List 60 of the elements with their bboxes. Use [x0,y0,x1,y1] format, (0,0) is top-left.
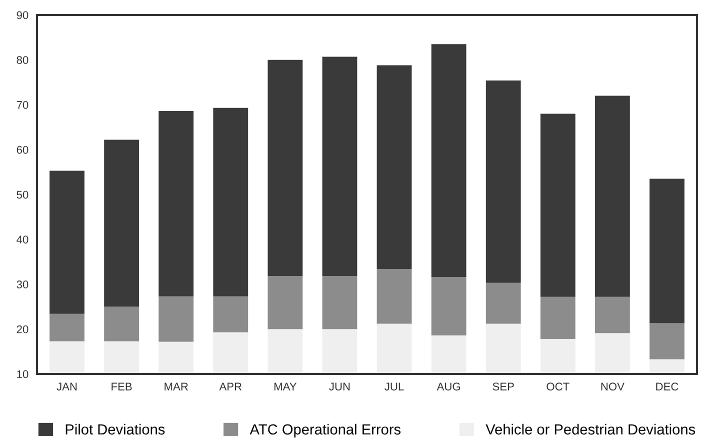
bar [376,65,412,269]
bar [650,178,684,324]
y-tick-label: 10 [17,370,28,378]
bar [268,60,303,276]
bar [50,170,84,314]
y-tick-label: 20 [16,325,28,334]
bar [540,114,576,297]
bar [650,359,684,374]
bar [268,329,303,374]
legend-label: Pilot Deviations [66,424,165,435]
bar [540,296,576,339]
x-tick-label: SEP [492,382,514,390]
bar [376,268,412,324]
bar [104,140,139,307]
bar [158,111,194,296]
bar [213,332,248,374]
x-tick-label: APR [219,382,242,390]
x-tick-label: MAY [274,382,297,390]
bar [322,329,358,374]
x-tick-label: DEC [656,382,678,390]
bar [322,56,358,276]
x-tick-label: NOV [601,382,624,390]
legend-label: ATC Operational Errors [250,424,401,438]
bar [158,296,194,342]
y-tick-label: 70 [16,101,28,109]
x-tick-label: JUL [384,382,404,390]
y-tick-label: 30 [16,280,28,288]
x-tick-label: MAR [164,382,188,390]
bar [50,314,84,342]
bar [486,324,521,374]
legend-label: Vehicle or Pedestrian Deviations [486,424,696,435]
bar [104,341,139,374]
bar [595,296,630,334]
bar [376,324,412,374]
bar [268,276,303,330]
bar [431,44,466,278]
bar [595,96,630,297]
y-tick-label: 80 [16,56,28,64]
y-tick-label: 40 [16,236,28,244]
bar [213,296,248,332]
bar [486,80,521,283]
x-tick-label: AUG [436,382,460,390]
bar [213,108,248,296]
x-tick-label: FEB [112,382,132,390]
bar [431,277,466,336]
y-tick-label: 50 [16,190,28,199]
y-tick-label: 60 [16,146,28,154]
bar [431,335,466,374]
x-tick-label: JUN [329,382,350,390]
bar [650,323,684,360]
bar [50,341,84,374]
bar [322,276,358,330]
bar [158,342,194,374]
bar [486,282,521,324]
bar [104,306,139,342]
bar [595,333,630,374]
bar [540,339,576,374]
y-tick-label: 90 [16,11,28,20]
x-tick-label: JAN [56,382,77,390]
x-tick-label: OCT [546,382,570,390]
